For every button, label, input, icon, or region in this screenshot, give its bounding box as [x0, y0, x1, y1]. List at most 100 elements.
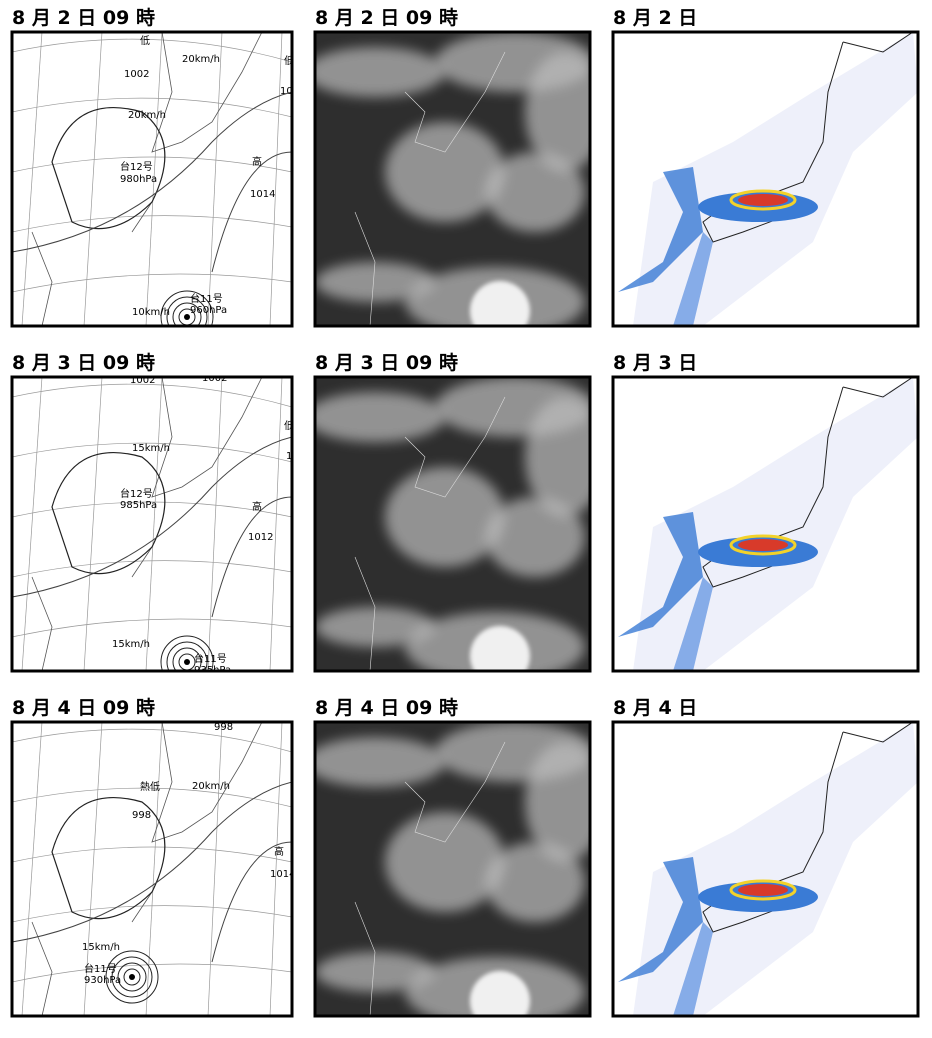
map-bg: [12, 377, 292, 671]
grid-line: [12, 677, 292, 697]
coastline: [354, 51, 506, 326]
typhoon-isobar: [123, 968, 141, 986]
grid-line: [269, 32, 283, 326]
typhoon-isobar: [166, 641, 208, 671]
map-label: 高: [252, 500, 262, 513]
grid-line: [12, 273, 292, 293]
isobar: [51, 452, 166, 575]
panel-content: [315, 722, 590, 1016]
isobar: [211, 151, 292, 273]
panel-border: [313, 720, 592, 1018]
map-label: 1014: [250, 189, 275, 200]
typhoon-center: [184, 659, 190, 665]
grid-line: [12, 156, 292, 173]
typhoon-cloud: [470, 971, 530, 1016]
typhoon-center: [184, 314, 190, 320]
map-label: 1002: [124, 69, 149, 80]
cloud: [315, 952, 435, 992]
map-label: 10: [286, 451, 299, 462]
panel-caption: 8 月 4 日 09 時: [12, 697, 155, 719]
grid-line: [12, 728, 292, 753]
map-label: 1002: [202, 373, 227, 384]
panel-caption: 8 月 4 日 09 時: [315, 697, 458, 719]
typhoon-center: [129, 974, 135, 980]
isobar: [12, 436, 292, 598]
cloud: [385, 467, 505, 567]
grid-line: [269, 722, 283, 1016]
radar-panel: [611, 720, 920, 1018]
rain-blue: [698, 882, 818, 912]
panel-border: [611, 30, 920, 328]
cloud: [525, 742, 590, 862]
cloud: [315, 392, 445, 442]
grid-line: [12, 1022, 292, 1038]
panel-border: [10, 30, 294, 328]
panel-border: [313, 30, 592, 328]
isobar: [51, 107, 166, 230]
typhoon-isobar: [172, 302, 202, 326]
panel-content: [315, 377, 590, 671]
typhoon-isobar: [160, 635, 214, 671]
isobar: [12, 91, 292, 253]
map-label: 998: [132, 810, 151, 821]
map-label: 20km/h: [128, 110, 166, 121]
grid-line: [12, 787, 292, 808]
map-label: 高: [274, 845, 284, 858]
rain-yellow: [729, 189, 797, 211]
isobar: [211, 496, 292, 618]
typhoon-isobar: [117, 962, 147, 992]
grid-line: [12, 332, 292, 352]
isobar: [51, 797, 166, 920]
grid-line: [269, 377, 283, 671]
grid-line: [12, 38, 292, 63]
panel-content: [613, 722, 918, 1016]
grid-line: [145, 32, 163, 326]
panel-caption: 8 月 3 日 09 時: [12, 352, 155, 374]
map-label: 低: [284, 419, 294, 432]
map-label: 930hPa: [84, 975, 121, 986]
panel-border: [313, 375, 592, 673]
rain-blue: [618, 857, 703, 982]
panel-border: [10, 720, 294, 1018]
rain-band: [673, 577, 713, 671]
map-label: 960hPa: [190, 305, 227, 316]
panel-content: [315, 32, 590, 326]
coastline: [31, 377, 263, 671]
typhoon-cloud: [470, 281, 530, 326]
satellite-panel: [313, 720, 592, 1018]
rain-band: [673, 922, 713, 1016]
map-label: 100: [280, 86, 299, 97]
rain-blue: [698, 192, 818, 222]
grid-line: [207, 377, 223, 671]
map-label: 台11号: [194, 652, 227, 665]
grid-line: [21, 722, 43, 1016]
cloud: [385, 812, 505, 912]
cloud: [315, 47, 445, 97]
cloud: [525, 52, 590, 172]
rain-yellow: [729, 534, 797, 556]
grid-line: [12, 383, 292, 408]
map-bg: [12, 722, 292, 1016]
grid-line: [145, 722, 163, 1016]
cloud: [485, 152, 585, 232]
radar-panel: [611, 375, 920, 673]
map-label: 935hPa: [194, 665, 231, 676]
map-label: 高: [252, 155, 262, 168]
grid-line: [83, 377, 103, 671]
panel-content: [613, 32, 918, 326]
grid-line: [83, 32, 103, 326]
grid-line: [12, 618, 292, 638]
grid-line: [207, 722, 223, 1016]
panel-caption: 8 月 2 日: [613, 7, 697, 29]
cloud: [315, 737, 445, 787]
radar-panel: [611, 30, 920, 328]
rain-red: [738, 194, 788, 206]
cloud: [315, 607, 435, 647]
coastline: [31, 32, 263, 326]
typhoon-isobar: [111, 956, 153, 998]
panel-border: [611, 375, 920, 673]
